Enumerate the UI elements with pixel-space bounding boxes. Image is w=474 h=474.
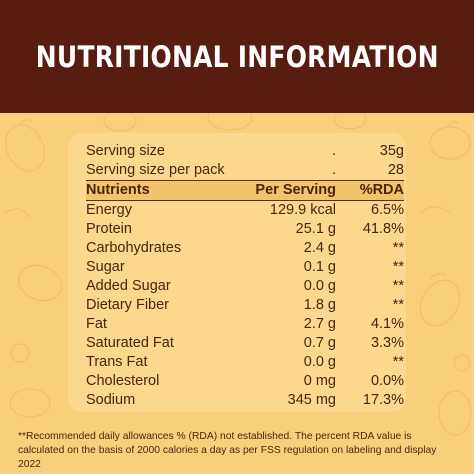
nutrient-name: Carbohydrates [86,240,182,256]
table-header-row: Nutrients Per Serving %RDA [86,180,404,201]
nutrient-amount: 1.8 g [303,297,336,313]
nutrient-amount: 0.7 g [303,335,336,351]
page-title: NUTRITIONAL INFORMATION [35,39,439,74]
column-header-rda: %RDA [336,180,404,201]
table-row: Saturated Fat 0.7 g 3.3% [86,334,404,353]
nutrient-amount: 25.1 g [295,221,336,237]
nutrient-rda: ** [392,259,404,275]
nutrient-amount: 2.4 g [303,240,336,256]
nutrient-amount: 0.1 g [303,259,336,275]
nutrient-amount: 0 mg [303,373,336,389]
nutrient-rda: ** [392,240,404,256]
nutrient-rda: 3.3% [370,335,404,351]
servings-per-pack-row: Serving size per pack . 28 [86,161,404,181]
fruit-pattern-background [4,113,472,436]
header-banner: NUTRITIONAL INFORMATION [0,0,474,113]
nutrient-rda: 0.0% [370,373,404,389]
servings-per-pack-value: 28 [336,161,404,181]
table-row: Fat 2.7 g 4.1% [86,315,404,334]
nutrient-rda: ** [392,278,404,294]
nutrient-amount: 0.0 g [303,278,336,294]
serving-size-label: Serving size [86,143,165,159]
table-row: Added Sugar 0.0 g ** [86,277,404,296]
nutrient-rda: 6.5% [370,202,404,218]
serving-size-value: 35g [379,143,404,159]
table-row: Dietary Fiber 1.8 g ** [86,296,404,315]
nutrient-name: Cholesterol [86,373,160,389]
column-header-nutrients: Nutrients [86,180,246,201]
serving-size-dot: . [331,143,336,159]
nutrient-name: Added Sugar [86,278,171,294]
table-row: Cholesterol 0 mg 0.0% [86,372,404,391]
column-header-per-serving: Per Serving [246,180,336,201]
nutrient-amount: 0.0 g [303,354,336,370]
nutrient-rda: 17.3% [362,392,404,408]
nutrient-name: Sugar [86,259,125,275]
rda-footnote: **Recommended daily allowances % (RDA) n… [18,431,437,470]
servings-per-pack-label: Serving size per pack [86,161,246,181]
table-row: Carbohydrates 2.4 g ** [86,239,404,258]
nutrient-name: Trans Fat [86,354,148,370]
nutrient-name: Dietary Fiber [86,297,169,313]
table-row: Energy 129.9 kcal 6.5% [86,201,404,221]
nutrient-rda: ** [392,354,404,370]
nutrient-name: Fat [86,316,107,332]
nutrient-amount: 129.9 kcal [269,202,336,218]
table-row: Sodium 345 mg 17.3% [86,391,404,410]
nutrient-rda: ** [392,297,404,313]
nutrient-name: Protein [86,221,132,237]
serving-size-row: Serving size . 35g [86,142,404,161]
nutrient-rda: 41.8% [362,221,404,237]
nutrient-amount: 2.7 g [303,316,336,332]
servings-per-pack-dot: . [246,161,336,181]
nutrient-name: Sodium [86,392,136,408]
nutrient-name: Saturated Fat [86,335,174,351]
table-row: Trans Fat 0.0 g ** [86,353,404,372]
nutrient-amount: 345 mg [287,392,336,408]
table-row: Protein 25.1 g 41.8% [86,220,404,239]
nutrient-rda: 4.1% [370,316,404,332]
table-row: Sugar 0.1 g ** [86,258,404,277]
nutrition-table: Serving size . 35g Serving size per pack… [86,142,404,410]
nutrient-name: Energy [86,202,132,218]
